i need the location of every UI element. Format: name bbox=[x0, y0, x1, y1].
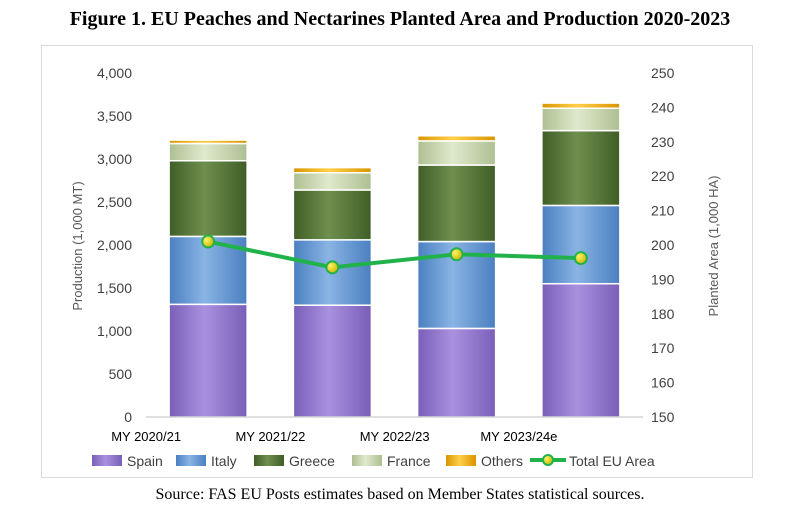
legend-swatch bbox=[92, 455, 122, 466]
legend-swatch bbox=[352, 455, 382, 466]
line-layer bbox=[201, 234, 588, 275]
y-tick-label-left: 3,000 bbox=[97, 151, 132, 167]
bar-others-my-2022-23 bbox=[416, 135, 497, 142]
y-tick-label-left: 1,000 bbox=[97, 323, 132, 339]
y-tick-label-left: 0 bbox=[124, 409, 132, 425]
bar-greece-my-2022-23 bbox=[416, 164, 497, 243]
legend-item-italy: Italy bbox=[176, 453, 237, 469]
y-tick-label-left: 2,500 bbox=[97, 194, 132, 210]
figure-title: Figure 1. EU Peaches and Nectarines Plan… bbox=[69, 8, 731, 30]
point-total-eu-area-my-2022-23 bbox=[449, 247, 464, 262]
legend-label: France bbox=[387, 453, 431, 469]
y-axis-title-left: Production (1,000 MT) bbox=[70, 181, 85, 310]
y-tick-label-right: 190 bbox=[651, 271, 675, 287]
x-tick-label: MY 2023/24e bbox=[480, 429, 557, 444]
bar-italy-my-2023-24e bbox=[541, 204, 621, 285]
bar-others-my-2020-21 bbox=[168, 139, 248, 145]
y-tick-label-right: 160 bbox=[651, 375, 675, 391]
figure-source: Source: FAS EU Posts estimates based on … bbox=[155, 486, 645, 503]
x-tick-label: MY 2022/23 bbox=[360, 429, 430, 444]
y-axis-title-right: Planted Area (1,000 HA) bbox=[706, 176, 721, 317]
y-tick-label-left: 1,500 bbox=[97, 280, 132, 296]
legend: Spain Italy Greece France Others Total EU Are… bbox=[92, 453, 655, 469]
bar-france-my-2022-23 bbox=[416, 140, 497, 166]
y-tick-label-right: 170 bbox=[651, 340, 675, 356]
bar-spain-my-2021-22 bbox=[292, 304, 373, 418]
chart-frame: 0 500 1,000 1,500 2,000 2,500 3,000 3,500 4,000 … bbox=[41, 45, 753, 478]
y-tick-label-left: 4,000 bbox=[97, 65, 132, 81]
y-tick-label-right: 230 bbox=[651, 134, 675, 150]
legend-item-total-eu-area: Total EU Area bbox=[530, 453, 655, 469]
y-tick-label-left: 3,500 bbox=[97, 108, 132, 124]
y-tick-label-right: 220 bbox=[651, 168, 675, 184]
y-tick-label-right: 250 bbox=[651, 65, 675, 81]
bar-greece-my-2023-24e bbox=[541, 129, 621, 207]
y-tick-label-right: 240 bbox=[651, 99, 675, 115]
legend-item-france: France bbox=[352, 453, 431, 469]
legend-item-spain: Spain bbox=[92, 453, 163, 469]
line-total-eu-area bbox=[207, 239, 581, 270]
legend-label: Others bbox=[481, 453, 523, 469]
bar-greece-my-2021-22 bbox=[292, 189, 373, 241]
bar-spain-my-2023-24e bbox=[541, 282, 621, 418]
legend-swatch bbox=[176, 455, 206, 466]
y-tick-label-right: 210 bbox=[651, 203, 675, 219]
legend-swatch-marker bbox=[542, 454, 554, 466]
bar-greece-my-2020-21 bbox=[168, 159, 248, 238]
y-tick-label-right: 200 bbox=[651, 237, 675, 253]
bar-france-my-2023-24e bbox=[541, 107, 621, 132]
x-tick-label: MY 2020/21 bbox=[111, 429, 181, 444]
y-tick-label-right: 150 bbox=[651, 409, 675, 425]
legend-label: Italy bbox=[211, 453, 237, 469]
chart-svg: 05001,0001,5002,0002,5003,0003,5004,000 … bbox=[70, 65, 721, 469]
y-tick-label-left: 500 bbox=[109, 366, 133, 382]
legend-swatch bbox=[254, 455, 284, 466]
y-axis-right: 150 160 170 180 190 200 210 220 230 240 250 bbox=[651, 65, 675, 425]
bar-france-my-2021-22 bbox=[292, 172, 373, 191]
legend-item-greece: Greece bbox=[254, 453, 335, 469]
x-axis-labels: MY 2020/21 MY 2021/22 MY 2022/23 MY 2023/24… bbox=[111, 429, 557, 444]
x-tick-label: MY 2021/22 bbox=[235, 429, 305, 444]
bar-spain-my-2020-21 bbox=[168, 303, 248, 418]
legend-label: Spain bbox=[127, 453, 163, 469]
bar-spain-my-2022-23 bbox=[416, 327, 497, 418]
y-axis-left: 0 500 1,000 1,500 2,000 2,500 3,000 3,500 4,000 bbox=[97, 65, 132, 425]
point-total-eu-area-my-2021-22 bbox=[325, 260, 340, 275]
y-tick-label-left: 2,000 bbox=[97, 237, 132, 253]
legend-swatch bbox=[446, 455, 476, 466]
point-total-eu-area-my-2020-21 bbox=[201, 234, 216, 249]
y-tick-label-right: 180 bbox=[651, 306, 675, 322]
point-total-eu-area-my-2023-24e bbox=[573, 251, 588, 266]
legend-item-others: Others bbox=[446, 453, 523, 469]
bar-others-my-2021-22 bbox=[292, 166, 373, 174]
bar-others-my-2023-24e bbox=[541, 102, 621, 110]
bar-france-my-2020-21 bbox=[168, 142, 248, 162]
legend-label: Total EU Area bbox=[569, 453, 655, 469]
legend-label: Greece bbox=[289, 453, 335, 469]
